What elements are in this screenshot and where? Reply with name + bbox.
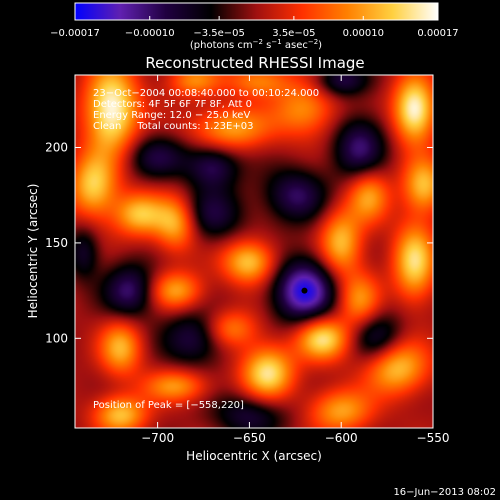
colorbar-tick-label: −0.00010	[125, 28, 175, 39]
y-tick-label: 150	[45, 236, 68, 250]
chart-title: Reconstructed RHESSI Image	[145, 54, 364, 72]
colorbar-ticks: −0.00017 −0.00010 −3.5e−05 3.5e−05 0.00010 0.…	[50, 16, 459, 39]
x-tick-label: −650	[233, 431, 266, 445]
peak-marker-layer	[301, 287, 308, 294]
x-tick-label: −700	[141, 431, 174, 445]
heatmap-image	[75, 75, 433, 428]
axis-ticks: −700 −650 −600 −550 100 150 200	[45, 75, 449, 445]
peak-position-label: Position of Peak = [−558,220]	[93, 400, 244, 411]
colorbar-unit-part: asec	[282, 40, 308, 51]
colorbar-tick-label: 0.00017	[417, 28, 458, 39]
x-tick-label: −550	[417, 431, 450, 445]
colorbar-tick-label: −0.00017	[50, 28, 100, 39]
x-axis-label: Heliocentric X (arcsec)	[186, 449, 322, 463]
annotation-line: Detectors: 4F 5F 6F 7F 8F, Att 0	[93, 99, 252, 110]
colorbar-unit-label: (photons cm−2 s−1 asec−2)	[190, 38, 322, 51]
annotation-line: Energy Range: 12.0 − 25.0 keV	[93, 110, 250, 121]
colorbar-unit-exponent: −1	[271, 38, 281, 46]
colorbar-unit-part: s	[263, 40, 271, 51]
annotation-block: 23−Oct−2004 00:08:40.000 to 00:10:24.000…	[93, 88, 319, 132]
colorbar	[74, 2, 439, 21]
colorbar-unit-part: (photons cm	[190, 40, 253, 51]
colorbar-unit-exponent: −2	[253, 38, 263, 46]
colorbar-tick-label: 0.00010	[343, 28, 384, 39]
y-axis-label: Heliocentric Y (arcsec)	[26, 184, 40, 319]
minimum-marker	[301, 287, 308, 294]
colorbar-unit-part: )	[318, 40, 322, 51]
annotation-line: Clean Total counts: 1.23E+03	[93, 121, 253, 132]
plot-frame	[74, 74, 434, 429]
colorbar-unit-exponent: −2	[308, 38, 318, 46]
annotation-line: 23−Oct−2004 00:08:40.000 to 00:10:24.000	[93, 88, 319, 99]
y-tick-label: 100	[45, 331, 68, 345]
colorbar-tick-label: 3.5e−05	[272, 28, 315, 39]
footer-date: 16−Jun−2013 08:02	[393, 487, 496, 498]
colorbar-tick-label: −3.5e−05	[193, 28, 245, 39]
x-tick-label: −600	[325, 431, 358, 445]
y-tick-label: 200	[45, 141, 68, 155]
